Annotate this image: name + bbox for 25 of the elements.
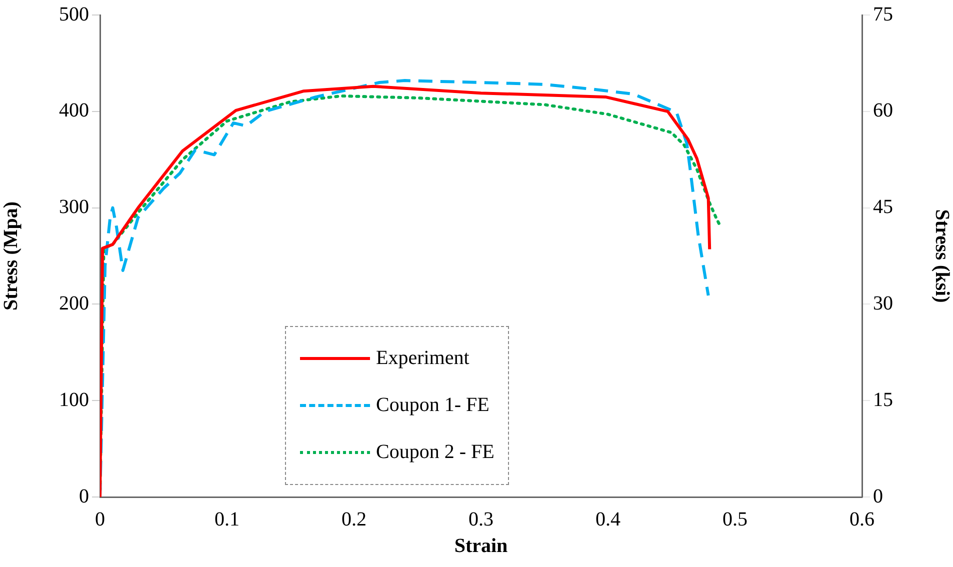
y2-tick-label: 30 [873,292,893,314]
x-tick-label: 0.2 [342,508,366,530]
x-tick-label: 0.1 [214,508,240,530]
y2-axis-title: Stress (ksi) [930,209,953,303]
legend-label: Experiment [376,347,470,370]
y-tick-label: 0 [79,485,89,508]
y-axis-title: Stress (Mpa) [0,201,22,311]
y2-tick-label: 15 [873,388,893,411]
x-tick-label: 0.4 [596,508,620,530]
legend-label: Coupon 1- FE [376,394,490,417]
x-tick-label: 0 [95,508,105,530]
x-tick-label: 0.3 [468,508,494,530]
y2-tick-label: 75 [873,3,893,26]
y-tick-label: 100 [59,388,89,411]
y2-tick-label: 0 [873,485,883,508]
x-tick-label: 0.6 [850,508,874,530]
y-tick-label: 400 [59,100,89,122]
y-tick-label: 500 [59,3,89,26]
y2-tick-label: 45 [873,196,893,218]
legend-label: Coupon 2 - FE [376,441,494,464]
x-tick-label: 0.5 [722,508,748,530]
y-tick-label: 300 [59,196,89,218]
x-axis-title: Strain [454,535,508,558]
y-tick-label: 200 [59,292,89,314]
y2-tick-label: 60 [873,100,893,122]
